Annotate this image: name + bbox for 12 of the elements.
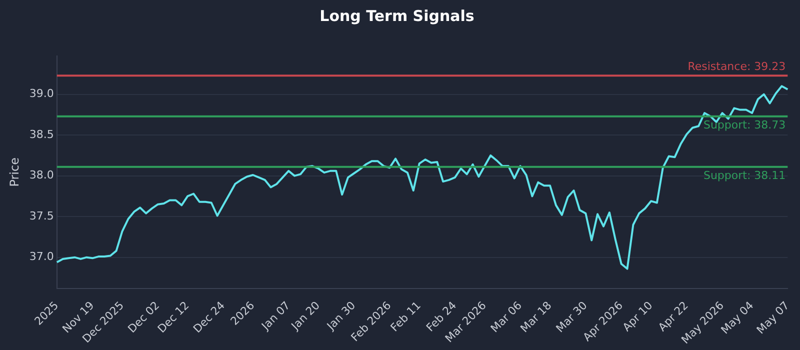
chart-title: Long Term Signals xyxy=(320,6,474,25)
y-tick-label: 37.5 xyxy=(29,209,54,222)
x-tick-label: Jan 20 xyxy=(288,298,322,334)
x-tick-label: Dec 24 xyxy=(190,298,228,336)
y-tick-label: 38.5 xyxy=(29,128,54,141)
y-tick-label: 39.0 xyxy=(29,87,54,100)
y-axis-title: Price xyxy=(7,158,22,187)
y-tick-label: 37.0 xyxy=(29,250,54,264)
ref-line-label: Support: 38.11 xyxy=(703,169,786,182)
ref-line-label: Resistance: 39.23 xyxy=(688,60,786,73)
y-tick-label: 38.0 xyxy=(29,168,54,182)
ref-line-label: Support: 38.73 xyxy=(703,118,786,132)
